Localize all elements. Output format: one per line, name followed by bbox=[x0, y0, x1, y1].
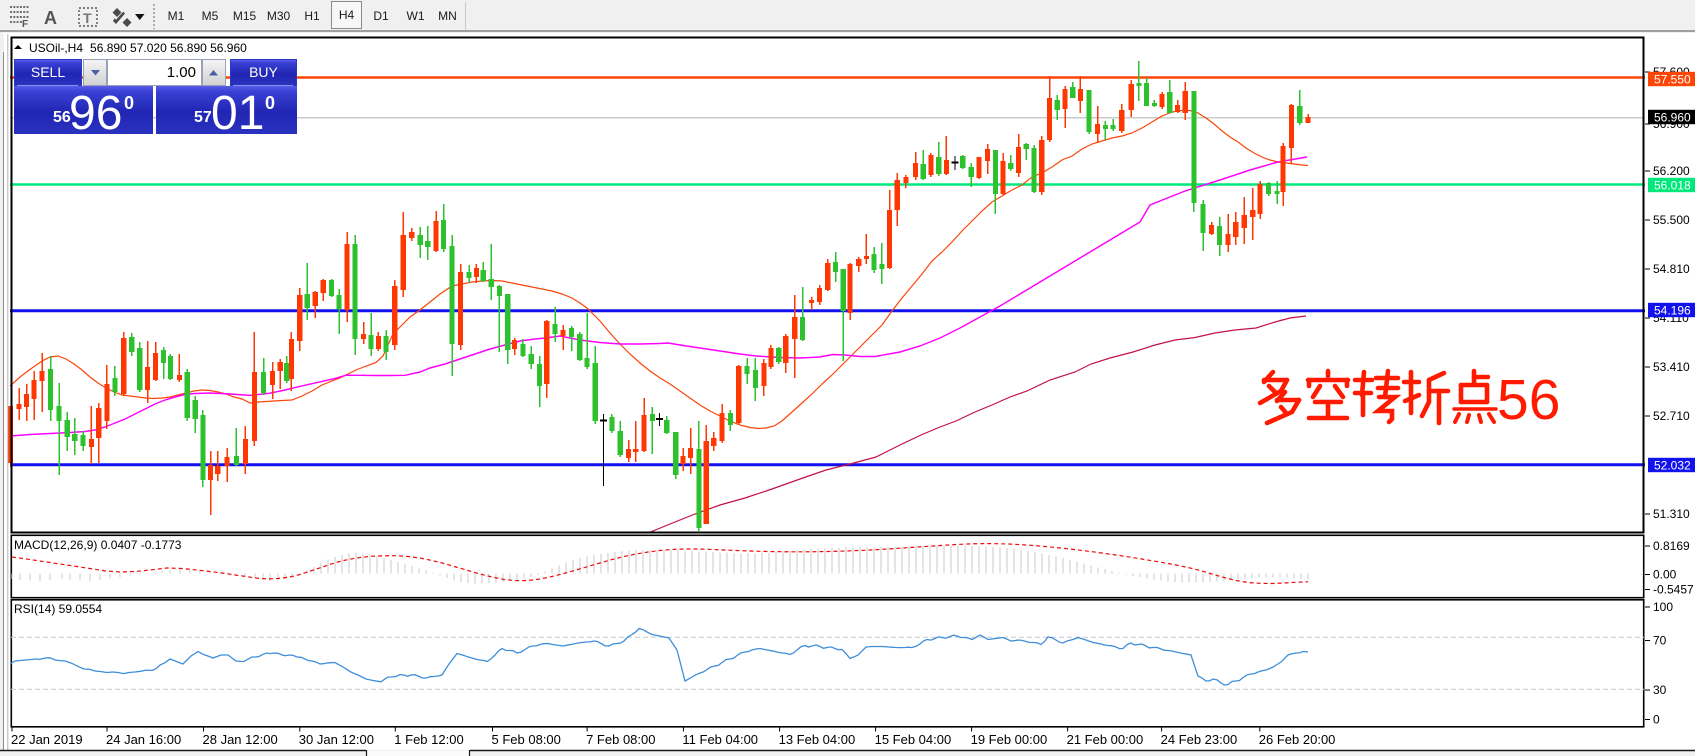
svg-text:26 Feb 20:00: 26 Feb 20:00 bbox=[1259, 732, 1336, 747]
svg-text:56.200: 56.200 bbox=[1653, 164, 1690, 178]
svg-text:1 Feb 12:00: 1 Feb 12:00 bbox=[394, 732, 463, 747]
svg-text:11 Feb 04:00: 11 Feb 04:00 bbox=[682, 732, 758, 747]
svg-text:T: T bbox=[83, 10, 92, 26]
svg-text:54.810: 54.810 bbox=[1653, 262, 1690, 276]
svg-text:30: 30 bbox=[1653, 683, 1667, 697]
svg-text:52.710: 52.710 bbox=[1653, 409, 1690, 423]
svg-text:100: 100 bbox=[1653, 600, 1673, 614]
svg-text:5 Feb 08:00: 5 Feb 08:00 bbox=[492, 732, 561, 747]
svg-text:13 Feb 04:00: 13 Feb 04:00 bbox=[779, 732, 856, 747]
svg-text:51.310: 51.310 bbox=[1653, 507, 1690, 521]
svg-text:0.00: 0.00 bbox=[1653, 568, 1677, 582]
svg-text:30 Jan 12:00: 30 Jan 12:00 bbox=[299, 732, 374, 747]
svg-text:53.410: 53.410 bbox=[1653, 360, 1690, 374]
svg-text:7 Feb 08:00: 7 Feb 08:00 bbox=[586, 732, 655, 747]
svg-text:56.018: 56.018 bbox=[1654, 178, 1691, 192]
svg-text:0: 0 bbox=[1653, 713, 1660, 727]
svg-text:24 Jan 16:00: 24 Jan 16:00 bbox=[106, 732, 181, 747]
svg-text:F: F bbox=[22, 19, 28, 30]
svg-text:55.500: 55.500 bbox=[1653, 213, 1690, 227]
svg-text:0.8169: 0.8169 bbox=[1653, 539, 1690, 553]
svg-text:15 Feb 04:00: 15 Feb 04:00 bbox=[875, 732, 952, 747]
svg-text:56: 56 bbox=[1497, 368, 1560, 432]
svg-text:-0.5457: -0.5457 bbox=[1653, 583, 1694, 597]
svg-text:22 Jan 2019: 22 Jan 2019 bbox=[11, 732, 83, 747]
svg-text:52.032: 52.032 bbox=[1654, 458, 1691, 472]
svg-text:MACD(12,26,9) 0.0407 -0.1773: MACD(12,26,9) 0.0407 -0.1773 bbox=[14, 538, 182, 552]
svg-text:24 Feb 23:00: 24 Feb 23:00 bbox=[1161, 732, 1238, 747]
svg-text:19 Feb 00:00: 19 Feb 00:00 bbox=[971, 732, 1048, 747]
svg-text:RSI(14) 59.0554: RSI(14) 59.0554 bbox=[14, 602, 102, 616]
svg-text:70: 70 bbox=[1653, 634, 1667, 648]
svg-text:28 Jan 12:00: 28 Jan 12:00 bbox=[203, 732, 278, 747]
svg-text:56.960: 56.960 bbox=[1654, 110, 1691, 124]
svg-text:21 Feb 00:00: 21 Feb 00:00 bbox=[1067, 732, 1144, 747]
svg-text:54.196: 54.196 bbox=[1654, 303, 1691, 317]
svg-text:A: A bbox=[44, 8, 57, 28]
svg-text:57.550: 57.550 bbox=[1654, 72, 1691, 86]
